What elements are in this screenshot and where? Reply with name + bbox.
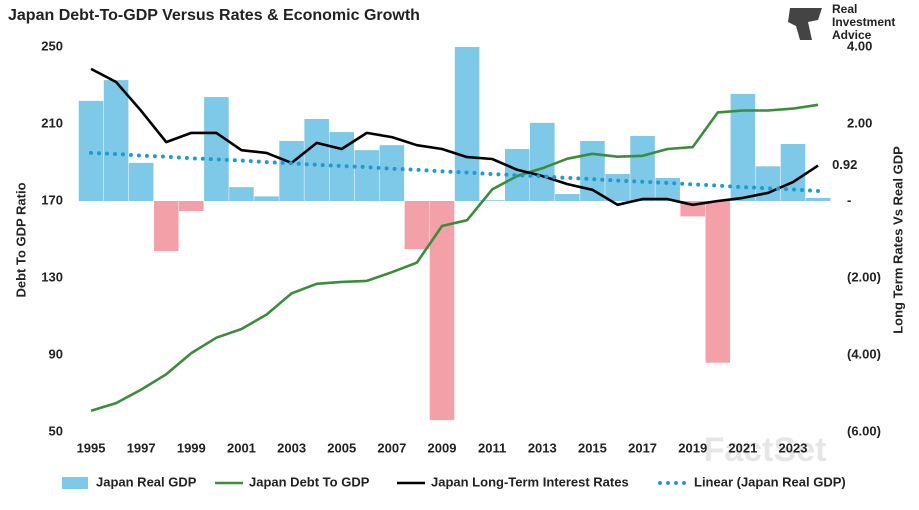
x-tick-label: 2011 (478, 440, 506, 455)
legend-label: Japan Debt To GDP (249, 474, 370, 489)
bar (555, 194, 580, 201)
y2-tick-label: (4.00) (847, 346, 881, 361)
bar (630, 135, 655, 201)
y-tick-label: 50 (49, 423, 63, 438)
bar (304, 118, 329, 201)
y2-axis-title: Long Term Rates Vs Real GDP (890, 146, 905, 334)
legend-swatch (62, 477, 88, 489)
bar (530, 122, 555, 201)
bar (705, 201, 731, 363)
x-tick-label: 2023 (779, 440, 808, 455)
x-tick-label: 1999 (177, 440, 206, 455)
bar (354, 150, 380, 201)
bar (279, 140, 304, 201)
y-tick-label: 250 (41, 38, 63, 53)
bar (103, 80, 129, 201)
y-tick-label: 90 (49, 346, 63, 361)
bar (128, 162, 154, 201)
bar (454, 47, 480, 201)
y2-tick-label: (2.00) (847, 269, 881, 284)
x-tick-label: 2017 (628, 440, 657, 455)
watermark: FactSet (704, 431, 827, 469)
bar (179, 201, 204, 212)
y-axis-title: Debt To GDP Ratio (13, 182, 28, 297)
bar (153, 201, 179, 252)
y-tick-label: 210 (41, 115, 63, 130)
y2-tick-label: (6.00) (847, 423, 881, 438)
legend-label: Linear (Japan Real GDP) (694, 474, 846, 489)
logo-text: Real (832, 2, 857, 16)
logo: Real Investment Advice (788, 2, 895, 42)
bar (580, 140, 605, 201)
x-tick-label: 2021 (728, 440, 757, 455)
chart-title: Japan Debt-To-GDP Versus Rates & Economi… (8, 7, 420, 24)
y2-tick-label: 4.00 (847, 38, 872, 53)
legend-label: Japan Real GDP (96, 474, 197, 489)
x-tick-label: 2015 (578, 440, 607, 455)
x-tick-label: 2003 (277, 440, 306, 455)
bar (404, 201, 430, 250)
bar (479, 200, 505, 201)
x-tick-label: 2019 (678, 440, 707, 455)
logo-text: Advice (832, 28, 872, 42)
line (89, 150, 821, 193)
x-tick-label: 2013 (528, 440, 557, 455)
x-tick-label: 1997 (127, 440, 156, 455)
y-tick-label: 170 (41, 192, 63, 207)
bar (229, 187, 254, 201)
line (90, 103, 819, 413)
y-tick-label: 130 (41, 269, 63, 284)
bar (805, 197, 831, 201)
bar (204, 97, 229, 201)
y2-tick-label: - (847, 192, 851, 207)
logo-text: Investment (832, 15, 895, 29)
y2-tick-label: 2.00 (847, 115, 872, 130)
line (90, 67, 819, 207)
bar (254, 196, 279, 201)
data-label: 0.92 (832, 157, 857, 172)
x-tick-label: 2007 (377, 440, 406, 455)
legend-label: Japan Long-Term Interest Rates (431, 474, 629, 489)
bar (605, 174, 630, 201)
bar (429, 201, 455, 421)
bar (379, 145, 405, 201)
x-tick-label: 2001 (227, 440, 256, 455)
x-tick-label: 2005 (327, 440, 356, 455)
logo-icon (788, 8, 822, 40)
bar (780, 144, 806, 201)
x-tick-label: 2009 (428, 440, 457, 455)
x-tick-label: 1995 (77, 440, 106, 455)
